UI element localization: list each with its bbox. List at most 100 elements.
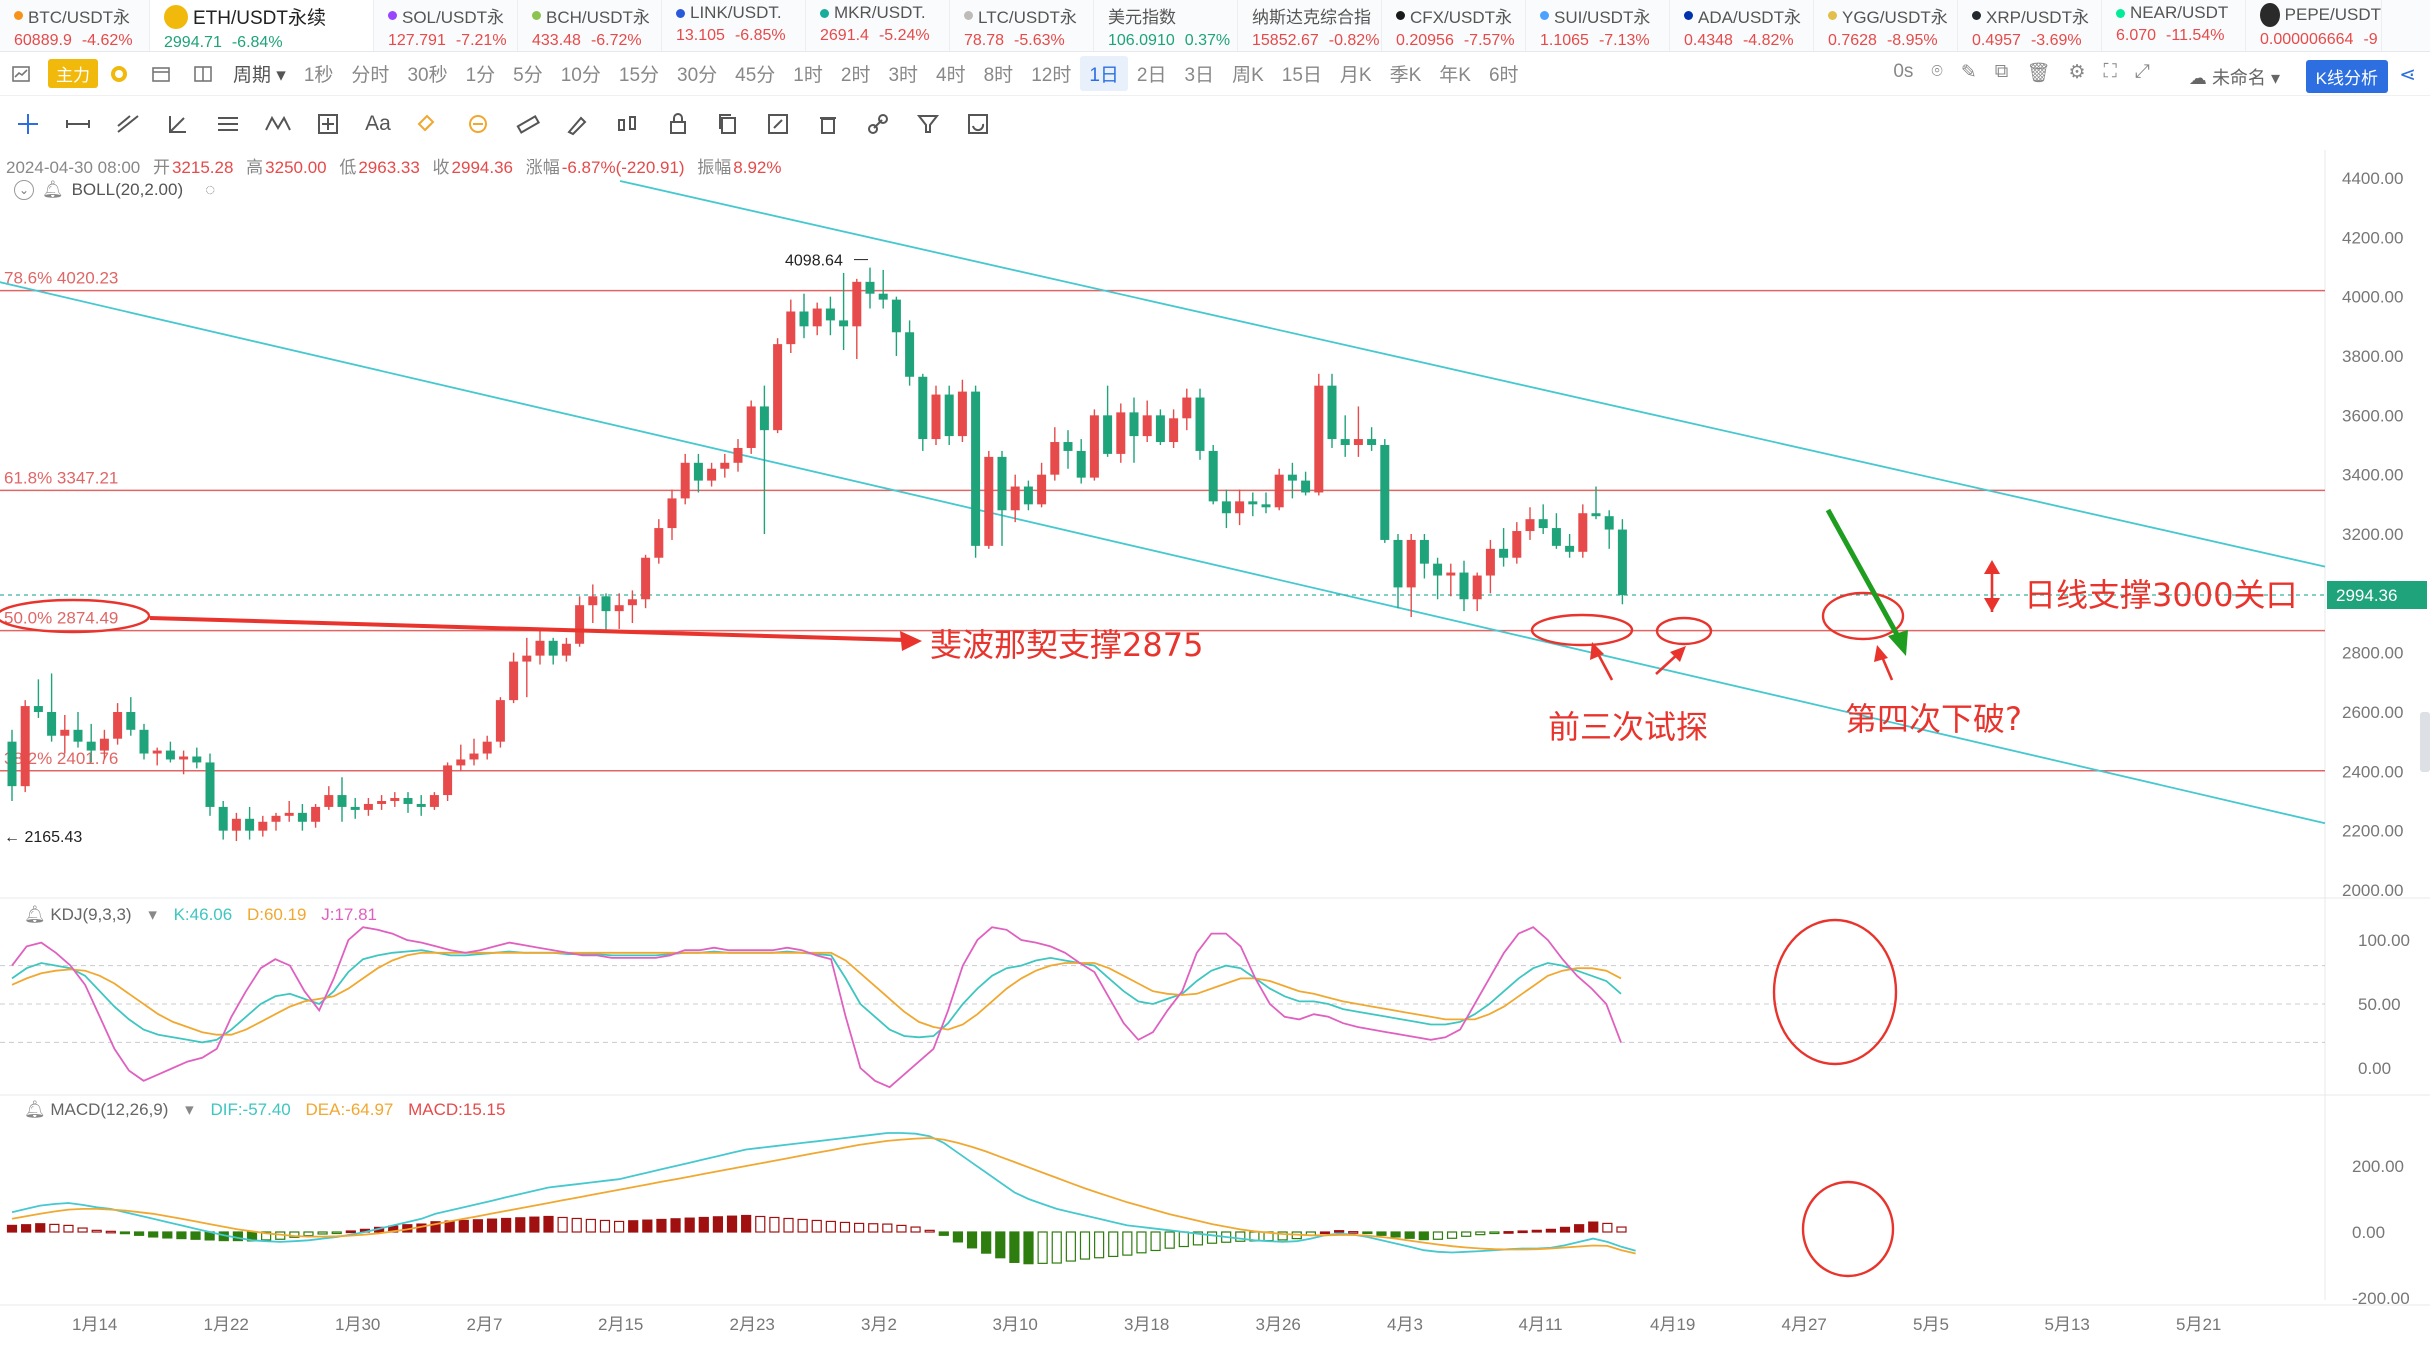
btc-dot-icon (14, 11, 23, 20)
horizontal-line-icon[interactable] (64, 110, 92, 138)
macd-histogram-bar (882, 1223, 893, 1233)
price-tick-label: 3400.00 (2342, 466, 2403, 485)
interval-1[interactable]: 分时 (351, 65, 390, 86)
sync-icon[interactable] (964, 110, 992, 138)
crop-icon[interactable]: ⧉ (1994, 61, 2009, 82)
lock-icon[interactable] (664, 110, 692, 138)
interval-19[interactable]: 15日 (1281, 65, 1322, 86)
calendar-icon[interactable] (150, 63, 172, 85)
collapse-icon[interactable]: ⌄ (14, 180, 34, 200)
interval-3[interactable]: 1分 (465, 65, 496, 86)
kline-analysis-button[interactable]: K线分析 (2305, 60, 2388, 93)
interval-8[interactable]: 45分 (735, 65, 776, 86)
filter-icon[interactable] (914, 110, 942, 138)
interval-2[interactable]: 30秒 (407, 65, 448, 86)
angle-icon[interactable] (164, 110, 192, 138)
interval-7[interactable]: 30分 (677, 65, 718, 86)
settings-icon[interactable]: ⚙ (2068, 62, 2086, 83)
macd-histogram-bar (1009, 1231, 1020, 1263)
candle-body (258, 821, 268, 831)
interval-15[interactable]: 1日 (1080, 56, 1128, 91)
macd-histogram-bar (1348, 1231, 1359, 1234)
period-dropdown[interactable]: 周期 ▾ (224, 60, 295, 87)
ticker-near[interactable]: NEAR/USDT 6.070 -11.54% (2102, 0, 2246, 51)
trend-line-icon[interactable] (114, 110, 142, 138)
text-tool-icon[interactable]: Aa (365, 112, 391, 135)
interval-13[interactable]: 8时 (983, 65, 1014, 86)
interval-6[interactable]: 15分 (618, 65, 660, 86)
expand-icon[interactable]: ⤢ (2134, 61, 2150, 82)
brush-icon[interactable] (564, 110, 592, 138)
ticker-ltc[interactable]: LTC/USDT永 78.78 -5.63% (950, 0, 1094, 51)
macd-histogram-bar (1602, 1222, 1613, 1233)
ticker-bch[interactable]: BCH/USDT永 433.48 -6.72% (518, 0, 662, 51)
candle-pattern-icon[interactable] (614, 110, 642, 138)
indicator-toggle-icon[interactable] (10, 63, 32, 85)
ticker-ada[interactable]: ADA/USDT永 0.4348 -4.82% (1670, 0, 1814, 51)
ticker-pepe[interactable]: PEPE/USDT 0.000006664 -9 (2246, 0, 2382, 51)
interval-14[interactable]: 12时 (1031, 65, 1072, 86)
measure-icon[interactable] (314, 110, 342, 138)
interval-10[interactable]: 2时 (840, 65, 871, 86)
candle-body (60, 729, 70, 736)
magnet-icon[interactable] (414, 110, 442, 138)
interval-18[interactable]: 周K (1232, 65, 1264, 86)
share-icon[interactable]: ⋖ (2399, 64, 2416, 86)
interval-22[interactable]: 年K (1439, 65, 1471, 86)
ruler-icon[interactable] (514, 110, 542, 138)
pencil-icon[interactable]: ✎ (1960, 62, 1977, 83)
ticker-ygg[interactable]: YGG/USDT永 0.7628 -8.95% (1814, 0, 1958, 51)
binance-badge-icon (164, 4, 188, 29)
ticker-mkr[interactable]: MKR/USDT. 2691.4 -5.24% (806, 0, 950, 51)
ticker-美元指数[interactable]: 美元指数 106.0910 0.37% (1094, 0, 1238, 51)
interval-11[interactable]: 3时 (888, 65, 919, 86)
crosshair-icon[interactable] (14, 110, 42, 138)
ticker-eth[interactable]: ETH/USDT永续 2994.71 -6.84% (150, 0, 374, 51)
ticker-纳斯达克综合指[interactable]: 纳斯达克综合指 15852.67 -0.82% (1238, 0, 1382, 51)
interval-21[interactable]: 季K (1389, 65, 1422, 86)
wave-pattern-icon[interactable] (264, 110, 292, 138)
kdj-k-value: K:46.06 (173, 905, 233, 924)
interval-12[interactable]: 4时 (936, 65, 966, 86)
ticker-link[interactable]: LINK/USDT. 13.105 -6.85% (662, 0, 806, 51)
interval-5[interactable]: 10分 (560, 65, 601, 86)
ticker-sol[interactable]: SOL/USDT永 127.791 -7.21% (374, 0, 518, 51)
interval-9[interactable]: 1时 (793, 65, 823, 86)
parallel-channel-icon[interactable] (214, 110, 242, 138)
interval-16[interactable]: 2日 (1136, 65, 1167, 86)
candle-body (1578, 513, 1588, 552)
copy-icon[interactable] (714, 110, 742, 138)
trash-icon[interactable]: 🗑 (2026, 63, 2051, 84)
chart-area[interactable]: 2000.002200.002400.002600.002800.003000.… (0, 96, 2430, 1354)
interval-17[interactable]: 3日 (1184, 65, 1215, 86)
macd-histogram-bar (49, 1223, 60, 1233)
link-icon[interactable] (864, 110, 892, 138)
layout-name-dropdown[interactable]: ☁ 未命名 ▾ (2189, 64, 2280, 90)
eye-off-icon[interactable]: ◌ (205, 180, 216, 199)
camera-icon[interactable]: ⌾ (1931, 61, 1943, 82)
ticker-sui[interactable]: SUI/USDT永 1.1065 -7.13% (1526, 0, 1670, 51)
bell-icon[interactable]: 🔔︎ (42, 180, 64, 199)
layout-icon[interactable] (192, 63, 214, 85)
chevron-down-icon[interactable]: ▾ (185, 1100, 194, 1119)
coin-icon[interactable] (108, 63, 130, 85)
ticker-xrp[interactable]: XRP/USDT永 0.4957 -3.69% (1958, 0, 2102, 51)
main-force-button[interactable]: 主力 (48, 59, 98, 88)
bell-icon[interactable]: 🔔︎ (24, 905, 46, 924)
date-tick-label: 2月7 (467, 1315, 503, 1334)
ticker-btc[interactable]: BTC/USDT永 60889.9 -4.62% (0, 0, 150, 51)
interval-23[interactable]: 6时 (1488, 65, 1519, 86)
interval-20[interactable]: 月K (1339, 65, 1372, 86)
trash-icon[interactable] (814, 110, 842, 138)
lock-drawing-icon[interactable] (464, 110, 492, 138)
price-axis-scroll-handle[interactable] (2420, 712, 2430, 772)
fullscreen-icon[interactable]: ⛶ (2103, 61, 2117, 82)
interval-4[interactable]: 5分 (513, 65, 543, 86)
macd-tick-label: -200.00 (2352, 1289, 2410, 1308)
chevron-down-icon[interactable]: ▾ (148, 905, 157, 924)
support-arrow-head-down (1984, 598, 2000, 612)
edit-icon[interactable] (764, 110, 792, 138)
bell-icon[interactable]: 🔔︎ (24, 1100, 46, 1119)
interval-0[interactable]: 1秒 (303, 65, 334, 86)
ticker-cfx[interactable]: CFX/USDT永 0.20956 -7.57% (1382, 0, 1526, 51)
